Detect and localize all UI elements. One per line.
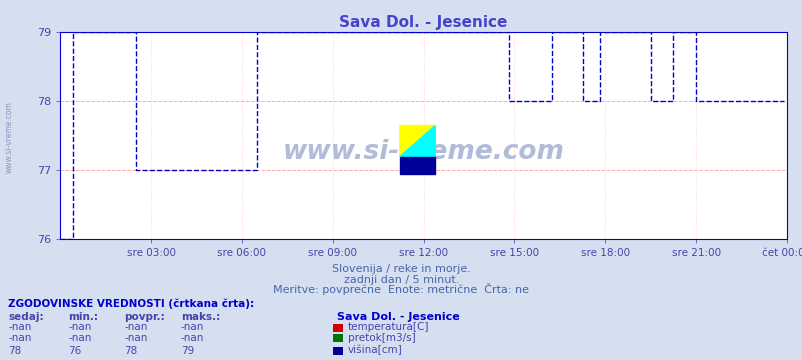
Text: 76: 76	[68, 346, 82, 356]
Text: zadnji dan / 5 minut.: zadnji dan / 5 minut.	[343, 275, 459, 285]
Polygon shape	[399, 157, 435, 174]
Text: višina[cm]: višina[cm]	[347, 345, 402, 356]
Text: www.si-vreme.com: www.si-vreme.com	[5, 101, 14, 173]
Polygon shape	[399, 126, 435, 157]
Text: -nan: -nan	[68, 333, 91, 343]
Text: ZGODOVINSKE VREDNOSTI (črtkana črta):: ZGODOVINSKE VREDNOSTI (črtkana črta):	[8, 298, 254, 309]
Text: -nan: -nan	[8, 333, 31, 343]
Text: -nan: -nan	[124, 323, 148, 333]
Text: 78: 78	[124, 346, 138, 356]
Text: min.:: min.:	[68, 312, 98, 322]
Text: maks.:: maks.:	[180, 312, 220, 322]
Text: pretok[m3/s]: pretok[m3/s]	[347, 333, 415, 343]
Text: Slovenija / reke in morje.: Slovenija / reke in morje.	[332, 264, 470, 274]
Text: -nan: -nan	[8, 323, 31, 333]
Text: -nan: -nan	[180, 333, 204, 343]
Text: sedaj:: sedaj:	[8, 312, 43, 322]
Text: -nan: -nan	[180, 323, 204, 333]
Text: www.si-vreme.com: www.si-vreme.com	[282, 139, 564, 166]
Text: temperatura[C]: temperatura[C]	[347, 323, 428, 333]
Polygon shape	[399, 126, 435, 157]
Text: -nan: -nan	[124, 333, 148, 343]
Text: 78: 78	[8, 346, 22, 356]
Text: -nan: -nan	[68, 323, 91, 333]
Text: Meritve: povprečne  Enote: metrične  Črta: ne: Meritve: povprečne Enote: metrične Črta:…	[273, 283, 529, 296]
Text: povpr.:: povpr.:	[124, 312, 165, 322]
Text: Sava Dol. - Jesenice: Sava Dol. - Jesenice	[337, 312, 460, 322]
Title: Sava Dol. - Jesenice: Sava Dol. - Jesenice	[339, 15, 507, 30]
Text: 79: 79	[180, 346, 194, 356]
